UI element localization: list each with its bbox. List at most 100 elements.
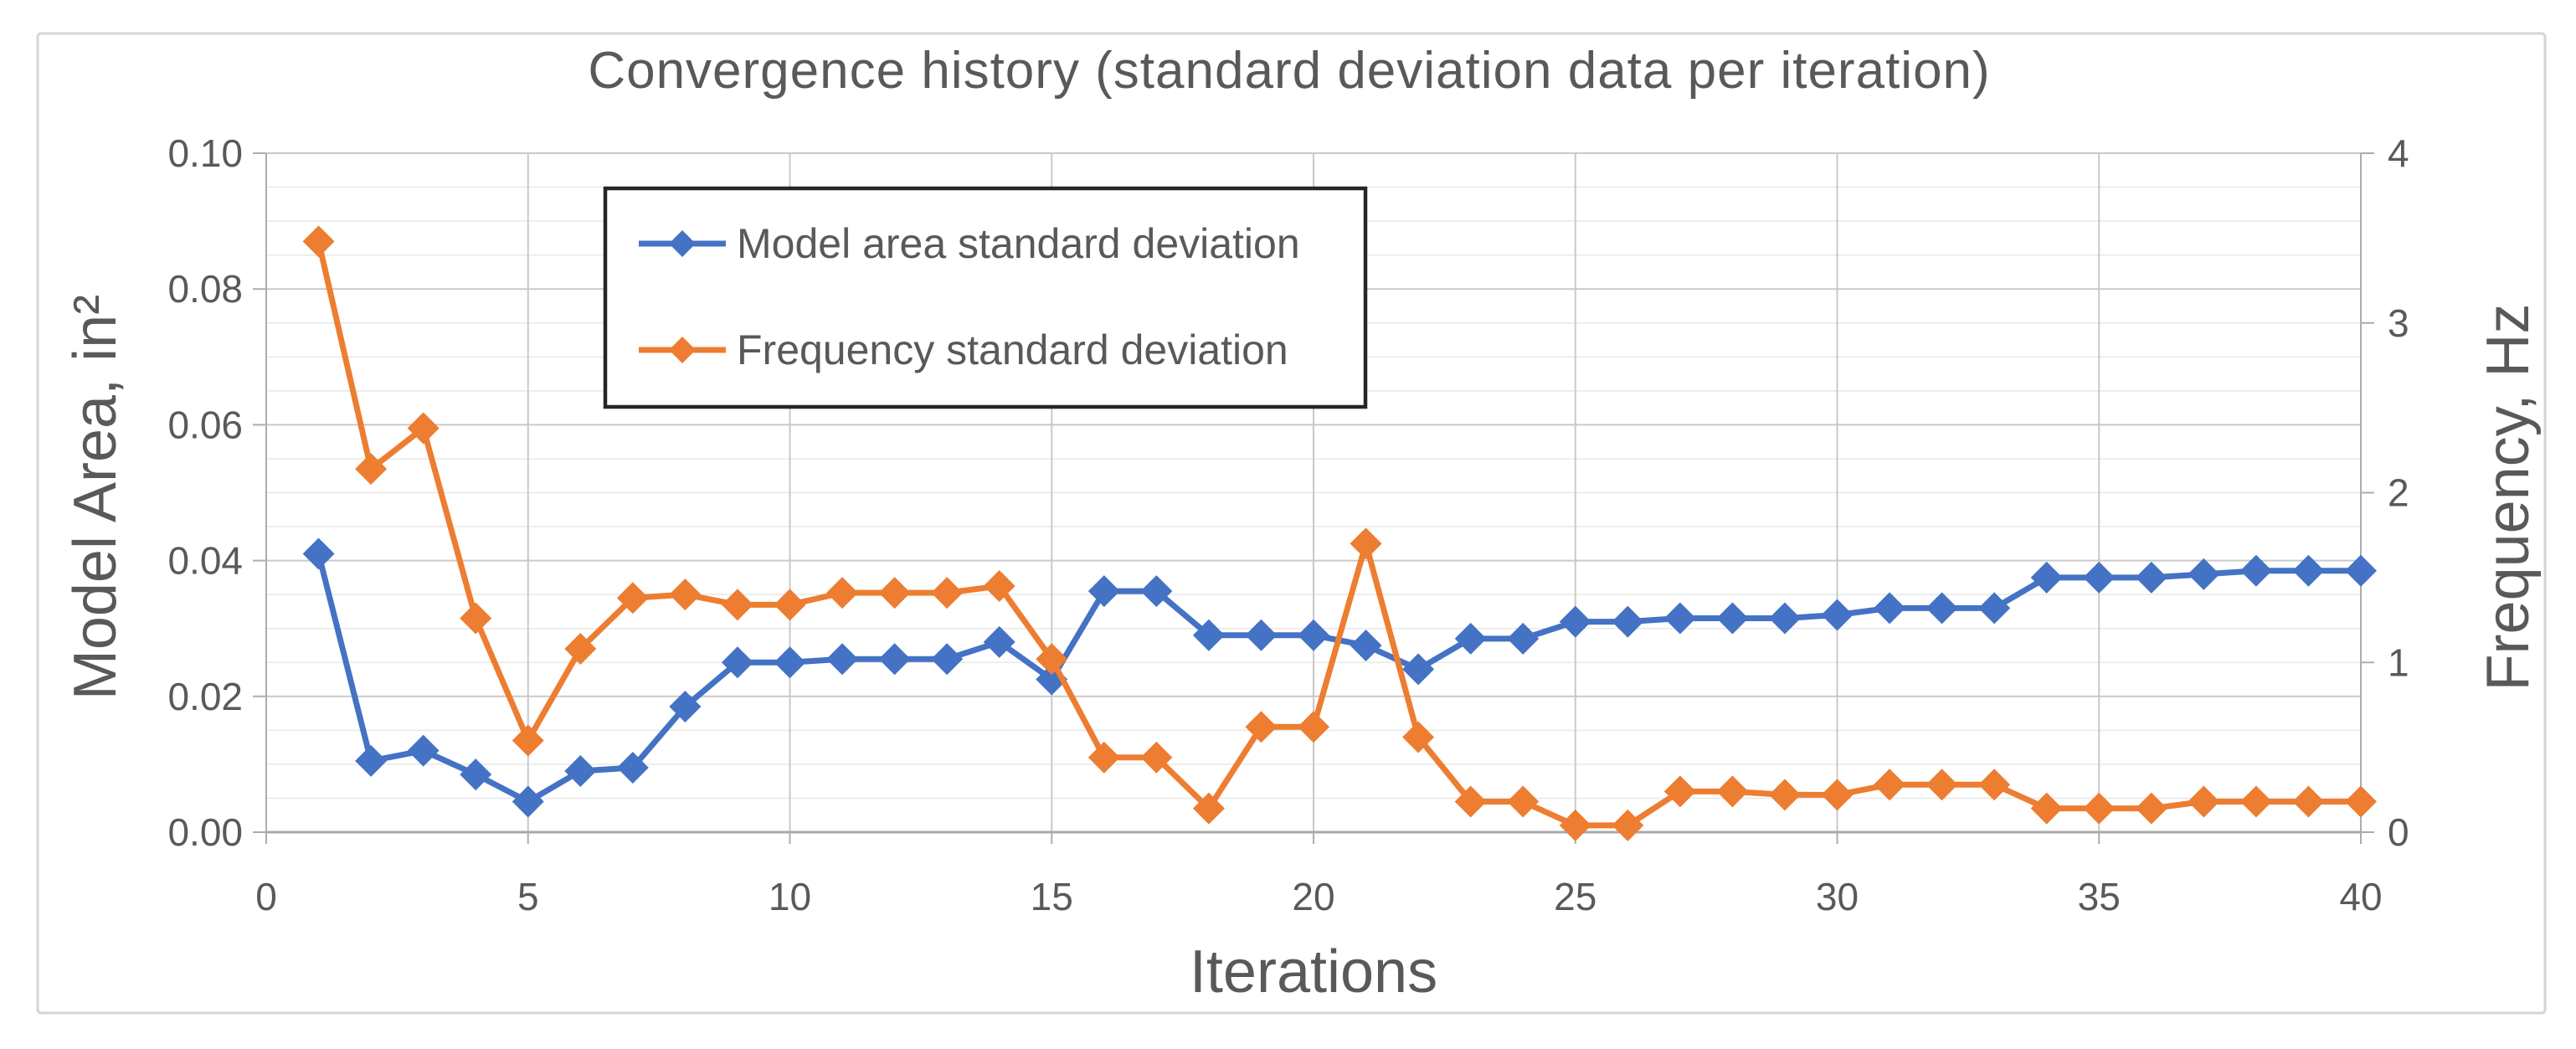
data-point-marker-model-area-standard-deviation	[1559, 605, 1591, 638]
data-point-marker-model-area-standard-deviation	[983, 625, 1015, 658]
y-right-tick-label: 0	[2388, 810, 2409, 854]
series-line-frequency-standard-deviation	[316, 238, 2364, 829]
data-point-marker-frequency-standard-deviation	[1402, 721, 1435, 753]
data-point-marker-frequency-standard-deviation	[1140, 741, 1173, 774]
data-point-marker-frequency-standard-deviation	[512, 724, 544, 757]
legend-marker-diamond-icon	[669, 230, 696, 257]
series-group	[302, 225, 2377, 841]
data-point-marker-model-area-standard-deviation	[1298, 619, 1329, 651]
data-point-marker-frequency-standard-deviation	[774, 589, 806, 621]
data-point-marker-model-area-standard-deviation	[302, 537, 335, 570]
y-right-tick-label: 4	[2388, 131, 2409, 175]
data-point-marker-frequency-standard-deviation	[1663, 775, 1696, 808]
x-tick-label: 35	[2078, 875, 2121, 918]
data-point-marker-model-area-standard-deviation	[1821, 599, 1854, 631]
y-axis-title-left: Model Area, in²	[62, 295, 129, 700]
x-tick-label: 25	[1554, 875, 1597, 918]
data-point-marker-frequency-standard-deviation	[564, 633, 597, 666]
data-point-marker-model-area-standard-deviation	[1926, 592, 1958, 625]
data-point-marker-frequency-standard-deviation	[1559, 809, 1591, 841]
x-tick-label: 40	[2339, 875, 2382, 918]
data-point-marker-model-area-standard-deviation	[1192, 619, 1225, 651]
x-tick-label: 20	[1292, 875, 1334, 918]
data-point-marker-model-area-standard-deviation	[1454, 622, 1487, 655]
data-point-marker-model-area-standard-deviation	[1350, 629, 1382, 661]
data-point-marker-frequency-standard-deviation	[1612, 809, 1644, 841]
y-right-tick-label: 2	[2388, 471, 2409, 515]
data-point-marker-model-area-standard-deviation	[564, 755, 597, 788]
data-point-marker-model-area-standard-deviation	[1768, 602, 1801, 635]
data-point-marker-frequency-standard-deviation	[2030, 792, 2063, 825]
data-point-marker-model-area-standard-deviation	[826, 643, 859, 676]
y-left-tick-label: 0.06	[167, 403, 243, 446]
data-point-marker-frequency-standard-deviation	[1978, 769, 2011, 801]
data-point-marker-model-area-standard-deviation	[1507, 622, 1540, 655]
data-point-marker-frequency-standard-deviation	[616, 582, 649, 614]
data-point-marker-model-area-standard-deviation	[2239, 554, 2272, 587]
x-tick-label: 10	[769, 875, 811, 918]
data-point-marker-model-area-standard-deviation	[1663, 602, 1696, 635]
data-point-marker-frequency-standard-deviation	[983, 570, 1015, 603]
data-point-marker-model-area-standard-deviation	[878, 643, 911, 676]
y-right-tick-label: 3	[2388, 301, 2409, 345]
data-point-marker-model-area-standard-deviation	[1978, 592, 2011, 625]
data-point-marker-frequency-standard-deviation	[1716, 775, 1749, 808]
data-point-marker-model-area-standard-deviation	[2292, 554, 2325, 587]
data-point-marker-frequency-standard-deviation	[1454, 785, 1487, 818]
data-point-marker-frequency-standard-deviation	[878, 577, 911, 609]
data-point-marker-model-area-standard-deviation	[2135, 561, 2167, 594]
y-left-tick-label: 0.10	[167, 131, 243, 175]
legend-label: Model area standard deviation	[737, 220, 1300, 267]
data-point-marker-model-area-standard-deviation	[1140, 575, 1173, 608]
y-left-tick-label: 0.04	[167, 539, 243, 583]
x-tick-label: 0	[255, 875, 277, 918]
chart-frame-border	[36, 32, 2547, 1015]
legend-entry-frequency-standard-deviation: Frequency standard deviation	[639, 327, 1288, 373]
data-point-marker-model-area-standard-deviation	[1874, 592, 1906, 625]
data-point-marker-frequency-standard-deviation	[1245, 711, 1278, 743]
data-point-marker-model-area-standard-deviation	[2345, 554, 2377, 587]
data-point-marker-frequency-standard-deviation	[1768, 779, 1801, 811]
data-point-marker-model-area-standard-deviation	[2030, 561, 2063, 594]
legend-box	[603, 186, 1368, 409]
data-point-marker-frequency-standard-deviation	[2188, 785, 2220, 818]
data-point-marker-model-area-standard-deviation	[1245, 619, 1278, 651]
data-point-marker-frequency-standard-deviation	[2239, 785, 2272, 818]
data-point-marker-frequency-standard-deviation	[1036, 643, 1068, 676]
x-tick-label: 30	[1816, 875, 1859, 918]
data-point-marker-model-area-standard-deviation	[669, 690, 702, 722]
data-point-marker-frequency-standard-deviation	[2345, 785, 2377, 818]
data-point-marker-model-area-standard-deviation	[355, 744, 388, 777]
legend-entry-model-area-standard-deviation: Model area standard deviation	[639, 220, 1300, 267]
y-right-tick-label: 1	[2388, 640, 2409, 684]
y-left-tick-label: 0.02	[167, 675, 243, 718]
data-point-marker-model-area-standard-deviation	[774, 646, 806, 679]
data-point-marker-model-area-standard-deviation	[460, 758, 492, 791]
axes-group	[253, 152, 2374, 844]
data-point-marker-model-area-standard-deviation	[1612, 605, 1644, 638]
data-point-marker-frequency-standard-deviation	[721, 589, 753, 621]
data-point-marker-frequency-standard-deviation	[1926, 769, 1958, 801]
data-point-marker-model-area-standard-deviation	[1402, 653, 1435, 686]
data-point-marker-model-area-standard-deviation	[721, 646, 753, 679]
y-left-tick-label: 0.00	[167, 810, 243, 854]
data-point-marker-model-area-standard-deviation	[512, 785, 544, 818]
y-left-tick-label: 0.08	[167, 267, 243, 311]
x-tick-label: 15	[1031, 875, 1073, 918]
data-point-marker-frequency-standard-deviation	[1350, 527, 1382, 560]
data-point-marker-frequency-standard-deviation	[931, 577, 964, 609]
data-point-marker-model-area-standard-deviation	[407, 734, 440, 767]
chart-title: Convergence history (standard deviation …	[588, 42, 1990, 100]
legend: Model area standard deviation Frequency s…	[603, 186, 1368, 409]
legend-label: Frequency standard deviation	[737, 327, 1288, 373]
data-point-marker-model-area-standard-deviation	[616, 751, 649, 784]
data-point-marker-frequency-standard-deviation	[302, 225, 335, 258]
data-point-marker-frequency-standard-deviation	[1298, 711, 1329, 743]
x-tick-label: 5	[517, 875, 539, 918]
data-point-marker-frequency-standard-deviation	[355, 453, 388, 486]
data-point-marker-model-area-standard-deviation	[1087, 575, 1120, 608]
data-point-marker-frequency-standard-deviation	[2135, 792, 2167, 825]
data-point-marker-frequency-standard-deviation	[1874, 769, 1906, 801]
